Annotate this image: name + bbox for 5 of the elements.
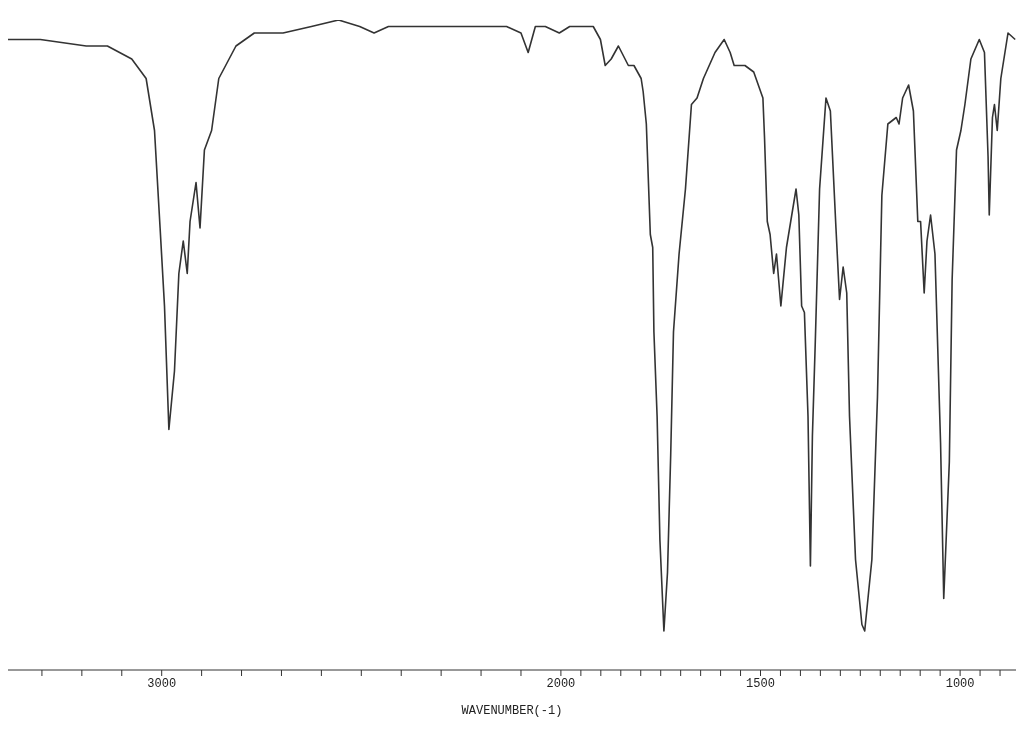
x-axis-title: WAVENUMBER(-1) <box>461 704 563 718</box>
x-tick-label: 3000 <box>147 676 177 691</box>
x-tick-label: 2000 <box>546 676 576 691</box>
x-tick-label: 1500 <box>746 676 775 691</box>
x-tick-label: 1000 <box>945 676 975 691</box>
